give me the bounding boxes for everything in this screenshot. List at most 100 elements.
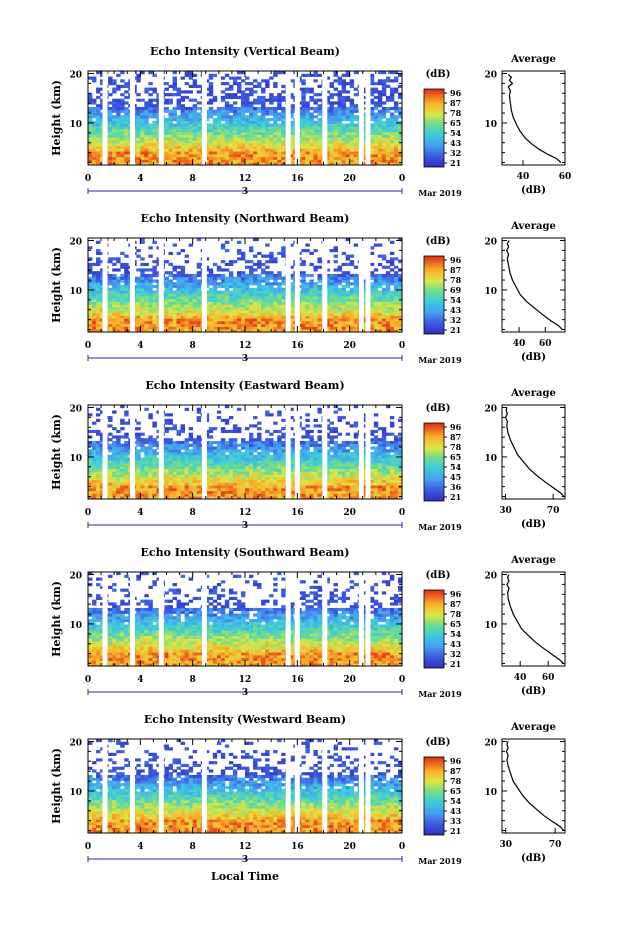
heatmap-cell <box>345 140 351 144</box>
heatmap-cell <box>192 320 198 325</box>
heatmap-cell <box>325 318 330 322</box>
heatmap-cell <box>281 140 286 144</box>
heatmap-cell <box>172 115 177 119</box>
heatmap-cell <box>236 279 242 283</box>
heatmap-cell <box>116 276 121 280</box>
heatmap-cell <box>176 104 181 108</box>
heatmap-cell <box>265 287 270 291</box>
heatmap-cell <box>385 271 391 275</box>
heatmap-cell <box>88 312 93 316</box>
heatmap-cell <box>224 485 230 489</box>
heatmap-cell <box>100 479 105 483</box>
heatmap-cell <box>265 276 270 280</box>
heatmap-cell <box>100 309 105 314</box>
heatmap-cell <box>164 129 169 133</box>
heatmap-cell <box>156 471 161 475</box>
heatmap-cell <box>172 301 177 305</box>
heatmap-cell <box>313 159 318 163</box>
heatmap-cell <box>381 315 387 319</box>
heatmap-cell <box>220 153 226 158</box>
heatmap-cell <box>245 104 250 108</box>
heatmap-cell <box>220 315 226 319</box>
heatmap-cell <box>345 326 351 330</box>
heatmap-cell <box>341 101 347 105</box>
heatmap-cell <box>240 101 246 105</box>
heatmap-cell <box>224 496 230 500</box>
heatmap-cell <box>176 460 181 464</box>
heatmap-cell <box>269 257 274 261</box>
heatmap-cell <box>188 427 194 431</box>
heatmap-cell <box>333 156 338 160</box>
heatmap-cell <box>337 323 343 327</box>
heatmap-cell <box>164 82 169 86</box>
heatmap-cell <box>277 323 282 327</box>
heatmap-cell <box>337 82 343 86</box>
heatmap-cell <box>136 109 141 113</box>
heatmap-cell <box>136 73 141 77</box>
heatmap-cell <box>164 282 169 286</box>
heatmap-cell <box>172 131 177 135</box>
heatmap-cell <box>116 301 121 305</box>
heatmap-cell <box>96 249 101 253</box>
heatmap-cell <box>172 449 177 453</box>
heatmap-cell <box>148 145 153 149</box>
heatmap-cell <box>168 287 173 291</box>
heatmap-cell <box>236 162 242 166</box>
heatmap-cell <box>120 496 125 500</box>
heatmap-cell <box>309 307 314 311</box>
heatmap-cell <box>156 307 161 311</box>
heatmap-cell <box>265 118 270 122</box>
heatmap-cell <box>136 76 141 80</box>
heatmap-cell <box>377 312 383 316</box>
x-tick-label: 12 <box>239 341 252 351</box>
heatmap-cell <box>257 142 262 147</box>
heatmap-cell <box>265 271 270 275</box>
heatmap-cell <box>361 153 367 158</box>
profile-title: Average <box>510 54 556 65</box>
heatmap-cell <box>245 148 250 152</box>
heatmap-cell <box>156 142 161 147</box>
heatmap-cell <box>188 162 194 166</box>
heatmap-cell <box>156 159 161 163</box>
heatmap-cell <box>301 79 306 83</box>
heatmap-cell <box>100 162 105 166</box>
heatmap-cell <box>249 329 254 333</box>
heatmap-cell <box>232 287 238 291</box>
heatmap-cell <box>216 156 222 160</box>
heatmap-cell <box>204 145 210 149</box>
heatmap-cell <box>309 251 314 255</box>
profile-y-tick-label: 20 <box>484 70 497 80</box>
heatmap-cell <box>112 293 117 297</box>
heatmap-cell <box>389 318 395 322</box>
heatmap-cell <box>156 115 161 119</box>
heatmap-cell <box>124 156 129 160</box>
heatmap-cell <box>176 282 181 286</box>
heatmap-cell <box>152 454 157 458</box>
heatmap-cell <box>341 151 347 155</box>
heatmap-cell <box>289 318 294 322</box>
heatmap-cell <box>345 98 351 102</box>
heatmap-cell <box>389 131 395 135</box>
heatmap-cell <box>309 315 314 319</box>
heatmap-cell <box>180 424 186 428</box>
heatmap-cell <box>120 474 125 478</box>
heatmap-cell <box>184 276 190 280</box>
heatmap-cell <box>92 287 97 291</box>
heatmap-cell <box>349 112 355 116</box>
heatmap-cell <box>116 476 121 481</box>
heatmap-cell <box>192 126 198 130</box>
heatmap-cell <box>188 106 194 111</box>
heatmap-cell <box>156 104 161 108</box>
heatmap-cell <box>333 249 338 253</box>
heatmap-cell <box>120 298 125 302</box>
heatmap-cell <box>92 465 97 469</box>
data-gap <box>322 238 328 332</box>
heatmap-cell <box>397 115 403 119</box>
heatmap-cell <box>184 73 190 77</box>
heatmap-cell <box>265 98 270 102</box>
heatmap-cell <box>180 106 186 111</box>
heatmap-cell <box>317 285 322 289</box>
heatmap-cell <box>305 153 310 158</box>
heatmap-cell <box>228 95 234 100</box>
heatmap-cell <box>120 118 125 122</box>
